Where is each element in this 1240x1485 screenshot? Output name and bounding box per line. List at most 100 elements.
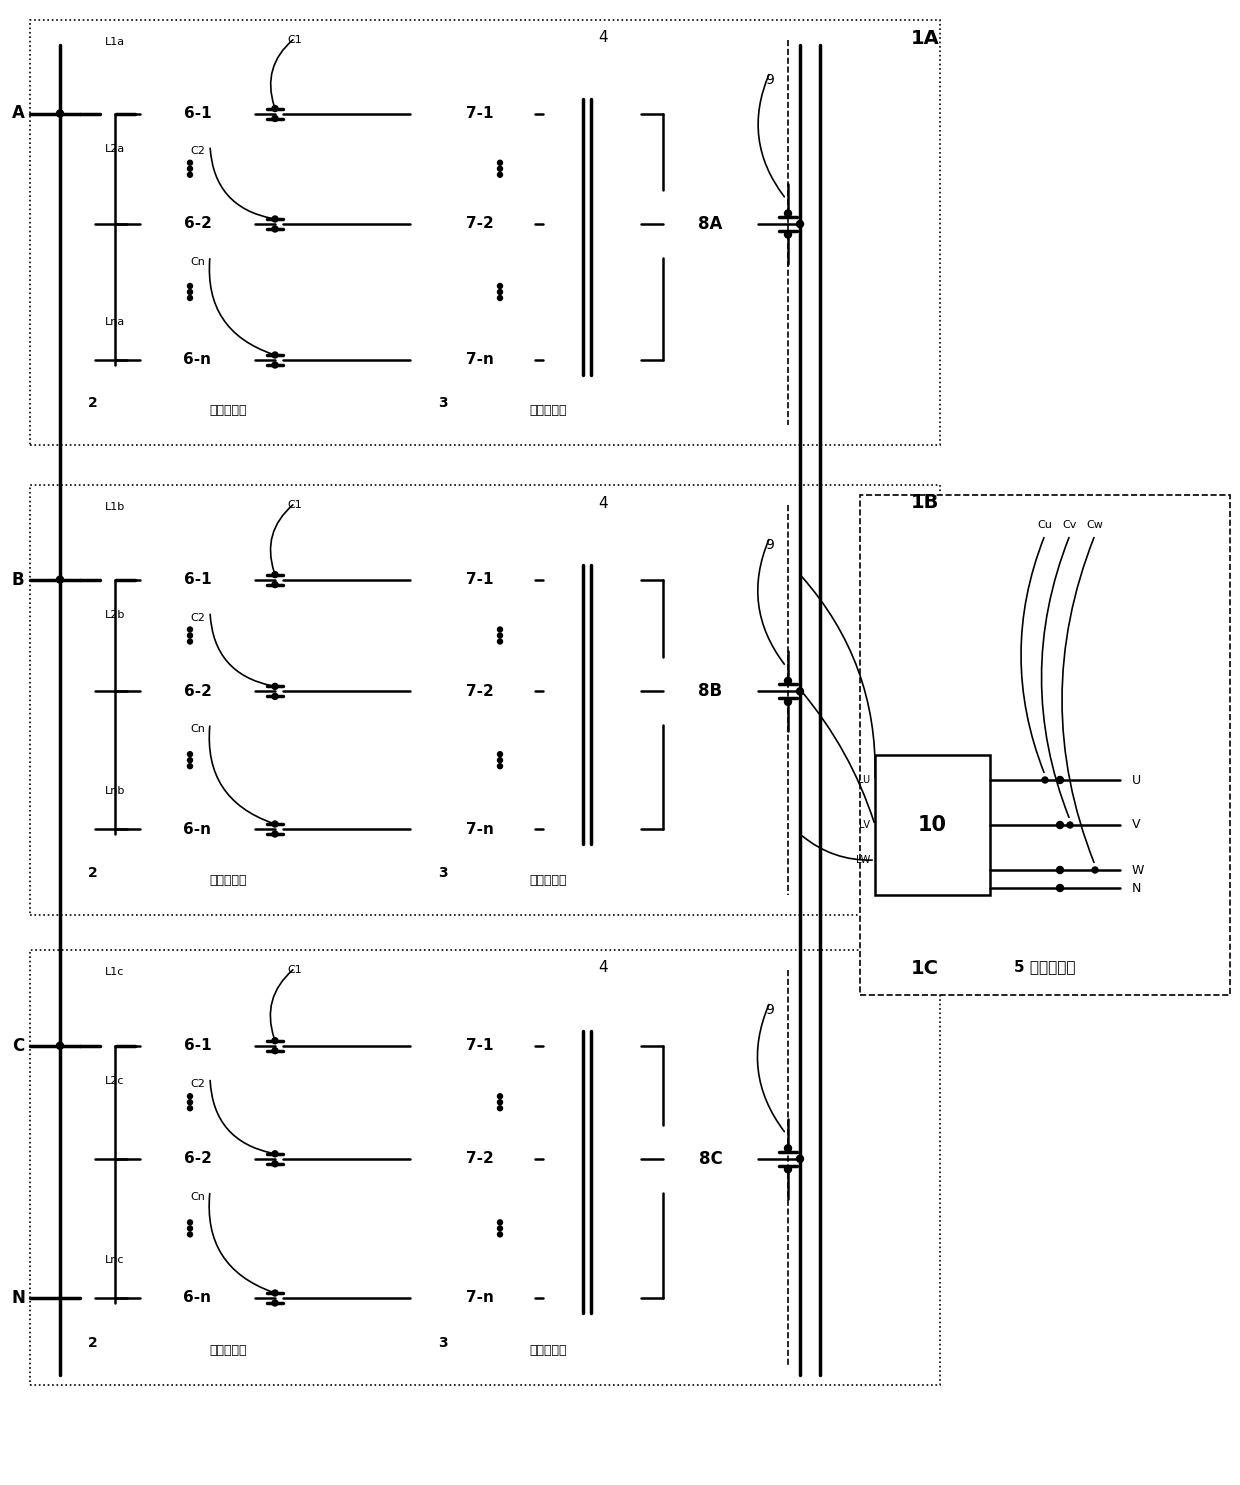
Text: 1B: 1B <box>911 493 939 512</box>
Circle shape <box>187 1219 192 1225</box>
Text: 3: 3 <box>438 866 448 881</box>
Circle shape <box>497 160 502 165</box>
Text: L1b: L1b <box>105 502 125 512</box>
Text: Lnc: Lnc <box>105 1255 124 1265</box>
Circle shape <box>497 1100 502 1105</box>
Text: 6-1: 6-1 <box>184 572 211 587</box>
Circle shape <box>497 751 502 757</box>
Text: 4: 4 <box>598 961 608 976</box>
Circle shape <box>187 757 192 763</box>
Text: Lna: Lna <box>105 316 125 327</box>
Text: B: B <box>11 570 25 588</box>
Text: C: C <box>12 1037 24 1054</box>
Circle shape <box>796 220 804 227</box>
Circle shape <box>785 232 791 238</box>
Circle shape <box>1056 867 1064 873</box>
Text: C1: C1 <box>288 965 303 976</box>
Circle shape <box>497 172 502 177</box>
Text: 7-n: 7-n <box>466 1290 494 1305</box>
Text: L2b: L2b <box>105 610 125 619</box>
Text: 7-1: 7-1 <box>466 572 494 587</box>
Text: Cn: Cn <box>190 1192 205 1201</box>
Circle shape <box>272 683 278 689</box>
Text: 隔离链接级: 隔离链接级 <box>529 1344 567 1356</box>
Text: 10: 10 <box>918 815 947 835</box>
Text: C1: C1 <box>288 36 303 45</box>
Circle shape <box>272 362 278 368</box>
Text: W: W <box>1132 863 1145 876</box>
Circle shape <box>497 290 502 294</box>
Circle shape <box>497 763 502 769</box>
Circle shape <box>497 1233 502 1237</box>
Circle shape <box>497 1094 502 1099</box>
Text: 7-2: 7-2 <box>466 217 494 232</box>
Text: 5 低压输出级: 5 低压输出级 <box>1014 959 1076 974</box>
Bar <box>30 950 940 1386</box>
Text: 6-2: 6-2 <box>184 1151 212 1166</box>
Circle shape <box>57 110 63 117</box>
Circle shape <box>187 627 192 633</box>
Bar <box>875 754 990 895</box>
Text: 8B: 8B <box>698 683 723 701</box>
Circle shape <box>272 1161 278 1167</box>
Text: 6-2: 6-2 <box>184 217 212 232</box>
Circle shape <box>1092 867 1097 873</box>
Bar <box>425 1025 534 1066</box>
Circle shape <box>497 296 502 300</box>
Bar <box>861 495 1230 995</box>
Text: 8A: 8A <box>698 215 723 233</box>
Circle shape <box>497 627 502 633</box>
Circle shape <box>187 172 192 177</box>
Text: C2: C2 <box>190 1078 205 1089</box>
Text: 2: 2 <box>88 866 98 881</box>
Bar <box>663 1124 758 1192</box>
Circle shape <box>497 166 502 171</box>
Text: 隔离链接级: 隔离链接级 <box>529 873 567 887</box>
Circle shape <box>272 693 278 699</box>
Circle shape <box>187 751 192 757</box>
Text: 高压输入级: 高压输入级 <box>210 873 247 887</box>
Circle shape <box>785 698 791 705</box>
Text: C1: C1 <box>288 500 303 509</box>
Text: 7-1: 7-1 <box>466 105 494 120</box>
Circle shape <box>272 1290 278 1296</box>
Text: 隔离链接级: 隔离链接级 <box>529 404 567 416</box>
Bar <box>140 558 255 600</box>
Text: L2c: L2c <box>105 1075 124 1086</box>
Circle shape <box>1066 823 1073 829</box>
Bar <box>425 1138 534 1179</box>
Bar <box>140 1138 255 1179</box>
Bar <box>425 558 534 600</box>
Circle shape <box>187 639 192 644</box>
Circle shape <box>187 1094 192 1099</box>
Circle shape <box>272 116 278 122</box>
Circle shape <box>497 757 502 763</box>
Text: C2: C2 <box>190 613 205 622</box>
Circle shape <box>187 296 192 300</box>
Text: 2: 2 <box>88 1336 98 1350</box>
Circle shape <box>272 215 278 221</box>
Circle shape <box>785 1166 791 1173</box>
Text: 7-n: 7-n <box>466 821 494 836</box>
Bar <box>663 658 758 725</box>
Circle shape <box>187 763 192 769</box>
Text: LW: LW <box>856 855 870 864</box>
Circle shape <box>187 1106 192 1111</box>
Text: 3: 3 <box>438 396 448 410</box>
Bar <box>140 339 255 382</box>
Circle shape <box>272 572 278 578</box>
Text: 7-1: 7-1 <box>466 1038 494 1053</box>
Text: V: V <box>1132 818 1141 832</box>
Text: 7-2: 7-2 <box>466 1151 494 1166</box>
Text: A: A <box>11 104 25 122</box>
Circle shape <box>1056 777 1064 784</box>
Bar <box>30 486 940 915</box>
Bar <box>663 190 758 258</box>
Circle shape <box>272 226 278 232</box>
Bar <box>425 670 534 713</box>
Bar <box>140 203 255 245</box>
Text: 高压输入级: 高压输入级 <box>210 404 247 416</box>
Text: L2a: L2a <box>105 144 125 153</box>
Text: L1c: L1c <box>105 967 125 977</box>
Circle shape <box>497 284 502 288</box>
